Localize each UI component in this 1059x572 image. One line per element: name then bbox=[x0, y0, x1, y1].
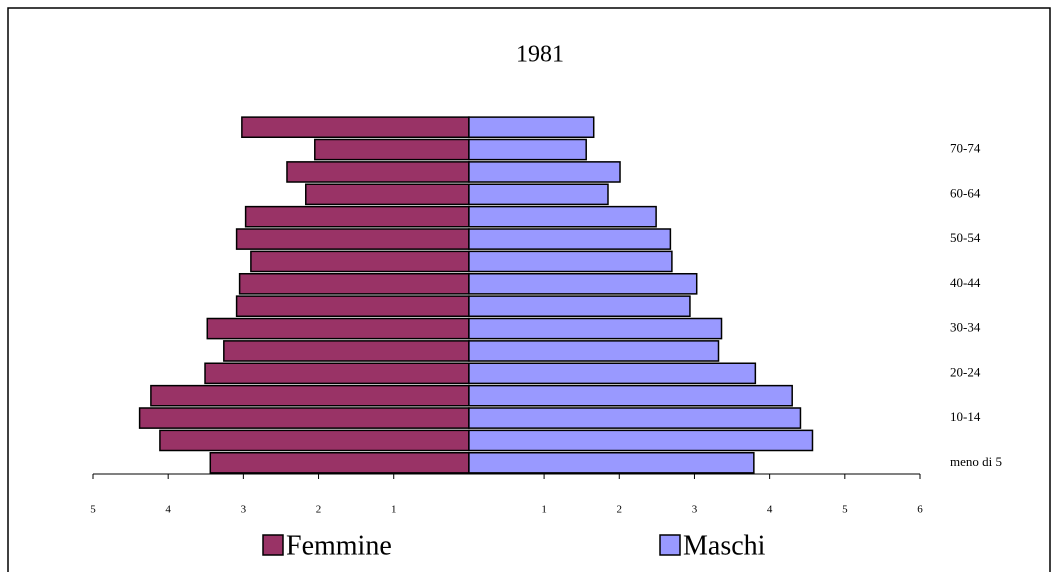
legend-label: Femmine bbox=[286, 530, 392, 561]
bar bbox=[223, 340, 470, 362]
bar bbox=[468, 429, 814, 452]
bar bbox=[468, 317, 723, 340]
bar bbox=[468, 295, 691, 318]
bar bbox=[250, 250, 470, 273]
bar bbox=[209, 451, 470, 474]
chart-title: 1981 bbox=[516, 42, 564, 68]
bar bbox=[241, 116, 470, 139]
x-tick-label: 4 bbox=[165, 504, 171, 516]
legend-swatch bbox=[262, 534, 284, 556]
x-tick-label: 2 bbox=[617, 504, 623, 516]
x-tick-label: 6 bbox=[917, 504, 923, 516]
bar bbox=[468, 205, 657, 228]
bar bbox=[159, 429, 470, 452]
bar bbox=[468, 116, 595, 139]
y-tick-label: 20-24 bbox=[950, 364, 981, 379]
y-tick-label: 70-74 bbox=[950, 141, 981, 156]
y-tick-label: meno di 5 bbox=[950, 454, 1002, 469]
bar bbox=[468, 228, 672, 250]
bar bbox=[286, 161, 470, 183]
y-tick-label: 40-44 bbox=[950, 275, 981, 290]
bar bbox=[235, 295, 470, 318]
chart-frame bbox=[7, 7, 1051, 572]
y-tick-label: 60-64 bbox=[950, 185, 981, 200]
bar bbox=[468, 161, 621, 183]
x-tick-label: 5 bbox=[90, 504, 96, 516]
bar bbox=[206, 317, 470, 340]
x-tick-label: 1 bbox=[391, 504, 397, 516]
legend-swatch bbox=[659, 534, 681, 556]
bar bbox=[235, 228, 470, 250]
bar bbox=[468, 250, 673, 273]
legend-label: Maschi bbox=[683, 530, 766, 561]
x-tick-label: 3 bbox=[241, 504, 247, 516]
bar bbox=[468, 384, 793, 407]
bar bbox=[468, 362, 757, 385]
bar bbox=[468, 272, 698, 295]
bar bbox=[314, 138, 470, 161]
x-tick-label: 4 bbox=[767, 504, 773, 516]
bar bbox=[305, 183, 470, 206]
x-tick-label: 2 bbox=[316, 504, 322, 516]
bar bbox=[244, 205, 470, 228]
bar bbox=[204, 362, 470, 385]
bar bbox=[468, 407, 802, 429]
x-tick-label: 3 bbox=[692, 504, 698, 516]
x-tick-label: 1 bbox=[541, 504, 547, 516]
y-tick-label: 50-54 bbox=[950, 230, 981, 245]
x-tick-label: 5 bbox=[842, 504, 848, 516]
bar bbox=[468, 138, 587, 161]
y-tick-label: 10-14 bbox=[950, 409, 981, 424]
bar bbox=[468, 451, 755, 474]
bar bbox=[238, 272, 470, 295]
bar bbox=[138, 407, 470, 429]
bar bbox=[468, 340, 720, 362]
y-tick-label: 30-34 bbox=[950, 320, 981, 335]
bar bbox=[150, 384, 470, 407]
bar bbox=[468, 183, 609, 206]
